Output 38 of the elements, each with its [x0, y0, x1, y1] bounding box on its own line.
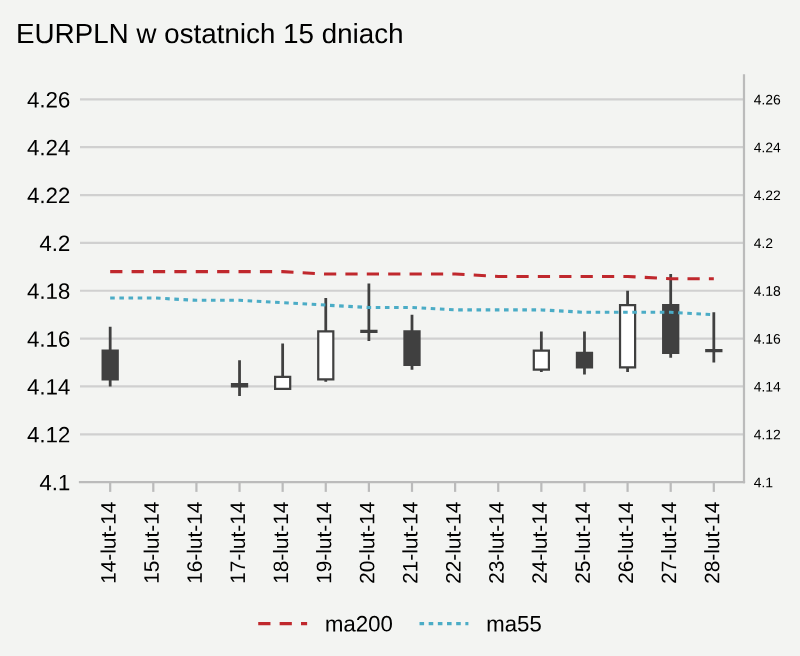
y-tick-label: 4.14 — [27, 379, 70, 395]
candlestick — [101, 325, 119, 388]
x-tick-label: 15-lut-14 — [143, 502, 159, 583]
x-tick-label: 24-lut-14 — [531, 502, 547, 583]
candlestick — [403, 313, 421, 372]
candlestick — [230, 358, 249, 398]
x-tick-label: 22-lut-14 — [445, 502, 461, 583]
x-tick-label: 25-lut-14 — [574, 502, 591, 583]
candlestick — [317, 296, 335, 384]
x-tick-label: 20-lut-14 — [359, 502, 375, 583]
x-tick-label: 16-lut-14 — [186, 502, 203, 583]
x-tick-label: 14-lut-14 — [100, 502, 116, 583]
y-tick-label: 4.22 — [27, 187, 70, 204]
x-tick-label: 19-lut-14 — [316, 502, 332, 583]
x-tick-label: 18-lut-14 — [272, 502, 289, 583]
y-tick-label: 4.18 — [27, 283, 70, 300]
candlestick — [575, 330, 594, 376]
y-tick-label: 4.1 — [39, 474, 70, 491]
candlestick — [360, 282, 378, 343]
candlestick — [273, 342, 292, 391]
candlestick — [705, 310, 723, 364]
y-tick-label: 4.16 — [27, 331, 70, 347]
chart-title: EURPLN w ostatnich 15 dniach — [18, 22, 402, 44]
y-tick-label: 4.26 — [27, 91, 70, 108]
x-tick-label: 23-lut-14 — [488, 502, 504, 583]
x-tick-label: 17-lut-14 — [229, 502, 246, 583]
line-series — [108, 296, 716, 317]
x-tick-label: 28-lut-14 — [704, 502, 720, 583]
legend-label: ma200 — [326, 615, 392, 632]
legend-label: ma55 — [487, 616, 541, 632]
y-tick-label: 4.24 — [27, 139, 70, 156]
candlestick — [532, 330, 551, 374]
candlestick — [662, 272, 680, 360]
y-tick-label: 4.2 — [39, 235, 70, 251]
x-tick-label: 27-lut-14 — [660, 502, 677, 583]
x-tick-label: 21-lut-14 — [402, 502, 418, 583]
x-tick-label: 26-lut-14 — [617, 502, 634, 583]
y-tick-label: 4.12 — [27, 426, 70, 443]
